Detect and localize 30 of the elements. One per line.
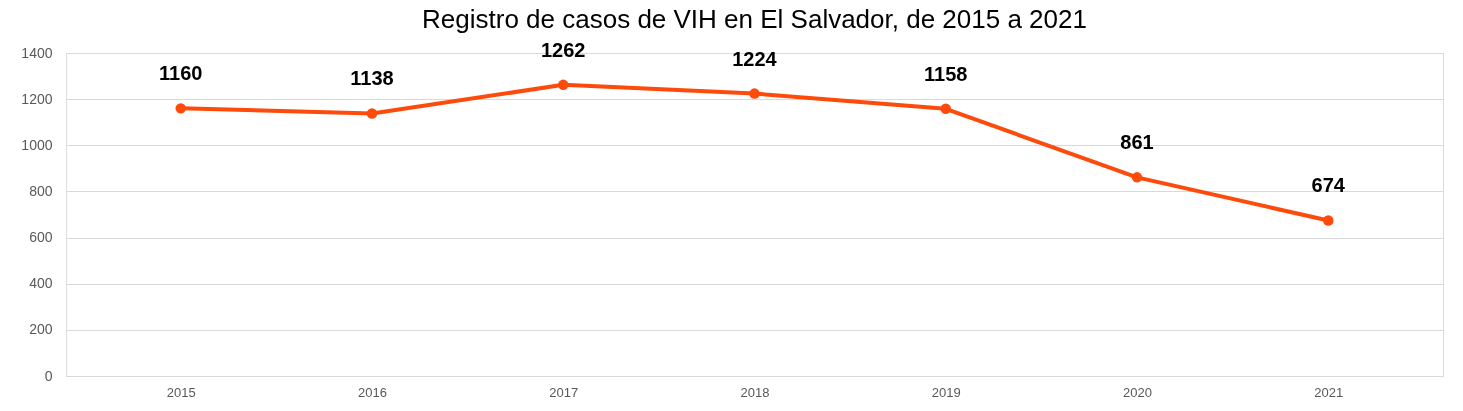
point [366, 108, 378, 119]
x-tick-label: 2015 [166, 384, 196, 400]
data-label: 1158 [924, 62, 968, 85]
point [1323, 215, 1334, 226]
point [175, 103, 186, 114]
data-label: 1262 [541, 38, 586, 61]
point [940, 103, 951, 115]
y-tick-label: 800 [29, 182, 53, 199]
y-tick-label: 400 [29, 275, 53, 292]
x-tick-label: 2019 [931, 384, 961, 400]
y-tick-label: 600 [29, 229, 53, 246]
data-label: 674 [1311, 174, 1346, 197]
data-label: 861 [1120, 131, 1154, 154]
x-tick-label: 2021 [1314, 384, 1344, 400]
x-tick-label: 2016 [358, 384, 387, 400]
x-tick-label: 2020 [1123, 384, 1152, 400]
y-tick-label: 1400 [21, 44, 53, 61]
y-tick-label: 1200 [21, 90, 53, 107]
point [558, 79, 569, 91]
y-tick-label: 1000 [21, 136, 53, 153]
y-tick-label: 200 [29, 321, 53, 338]
point [749, 88, 760, 99]
x-tick-label: 2018 [740, 384, 770, 400]
data-label: 1138 [350, 67, 394, 90]
point [1131, 172, 1143, 183]
y-tick-label: 0 [44, 367, 53, 384]
data-label: 1160 [159, 62, 203, 85]
chart-title: Registro de casos de VIH en El Salvador, de 2015 a 2021 [422, 3, 1087, 34]
data-label: 1224 [732, 47, 778, 70]
x-tick-label: 2017 [549, 384, 579, 400]
